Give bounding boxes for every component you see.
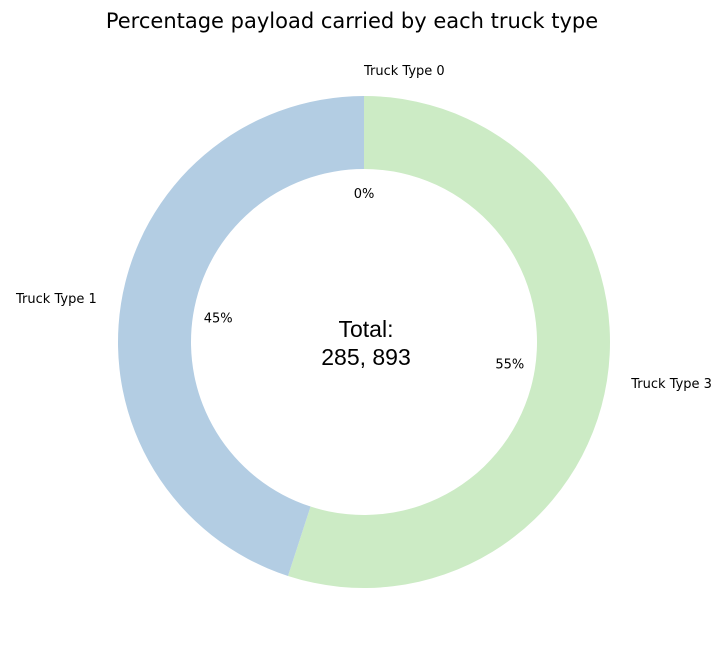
center-label-line1: Total: — [339, 316, 394, 342]
slice-truck-type-1 — [118, 96, 364, 576]
percent-truck-type-0: 0% — [354, 187, 375, 202]
labels-group: Truck Type 0 0% Truck Type 3 55% Truck Type … — [15, 64, 712, 392]
label-truck-type-3: Truck Type 3 — [630, 377, 712, 392]
percent-truck-type-1: 45% — [204, 311, 233, 326]
chart-title: Percentage payload carried by each truck… — [106, 9, 598, 33]
label-truck-type-0: Truck Type 0 — [363, 64, 445, 79]
center-label-total: 285, 893 — [321, 344, 411, 370]
slices-group — [118, 96, 611, 588]
percent-truck-type-3: 55% — [495, 358, 524, 373]
slice-truck-type-3 — [287, 96, 611, 588]
label-truck-type-1: Truck Type 1 — [15, 292, 97, 307]
